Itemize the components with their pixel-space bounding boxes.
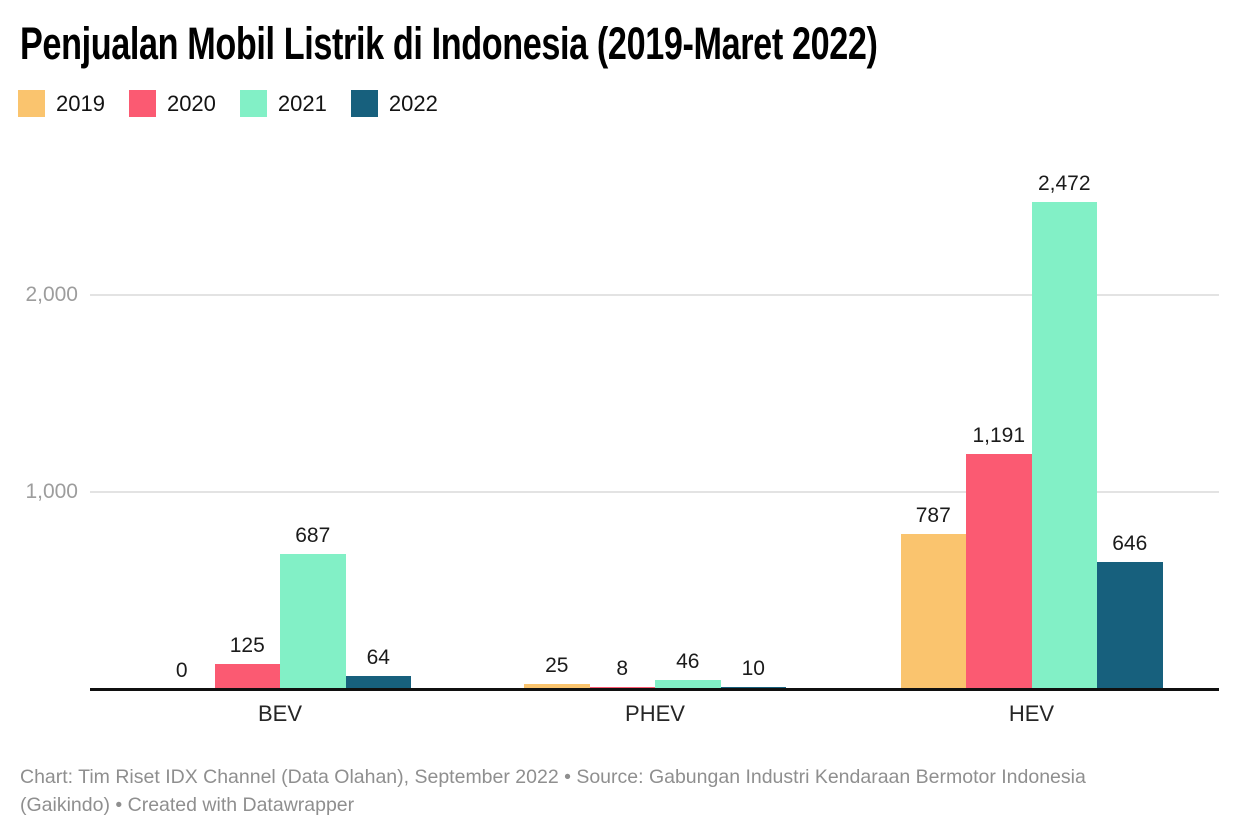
legend-label: 2020 [166, 90, 216, 116]
value-label-HEV-2021: 2,472 [1037, 172, 1091, 195]
footer-credit: (Gaikindo) • Created with Datawrapper [20, 793, 355, 816]
value-label-BEV-2020: 125 [229, 634, 265, 657]
value-label-PHEV-2020: 8 [616, 657, 629, 680]
legend-item-2021: 2021 [239, 90, 327, 117]
value-label-HEV-2020: 1,191 [972, 424, 1026, 447]
legend-label: 2021 [277, 90, 327, 116]
gridline-2000 [90, 294, 1219, 296]
bar-PHEV-2019[interactable] [524, 684, 590, 689]
footer-attribution: Chart: Tim Riset IDX Channel (Data Olaha… [20, 766, 1086, 788]
category-label-BEV: BEV [257, 701, 303, 726]
value-label-PHEV-2021: 46 [676, 650, 700, 673]
y-tick-label: 1,000 [25, 480, 78, 503]
legend-label: 2022 [388, 90, 438, 116]
legend-swatch-2021 [239, 90, 267, 117]
bar-PHEV-2021[interactable] [655, 680, 721, 689]
chart-footer: Chart: Tim Riset IDX Channel (Data Olaha… [20, 764, 1220, 819]
legend-item-2022: 2022 [350, 90, 438, 117]
bar-BEV-2021[interactable] [280, 554, 346, 689]
legend-swatch-2019 [18, 90, 45, 117]
value-label-BEV-2021: 687 [295, 524, 331, 547]
bar-HEV-2022[interactable] [1097, 562, 1163, 689]
bar-BEV-2022[interactable] [345, 676, 411, 689]
category-label-PHEV: PHEV [625, 701, 685, 726]
value-label-PHEV-2022: 10 [741, 657, 765, 680]
legend-item-2020: 2020 [128, 90, 216, 117]
bar-HEV-2019[interactable] [900, 534, 966, 689]
bar-BEV-2020[interactable] [214, 664, 280, 689]
legend-swatch-2020 [128, 90, 156, 117]
gridline-1000 [90, 491, 1219, 493]
legend-label: 2019 [56, 90, 105, 116]
value-label-BEV-2022: 64 [366, 646, 390, 669]
chart-title: Penjualan Mobil Listrik di Indonesia (20… [20, 18, 878, 69]
y-tick-label: 2,000 [25, 283, 78, 306]
legend: 2019 2020 2021 2022 [18, 90, 462, 117]
bar-HEV-2020[interactable] [966, 454, 1032, 689]
value-label-BEV-2019: 0 [175, 659, 188, 682]
legend-item-2019: 2019 [18, 90, 105, 117]
legend-swatch-2022 [350, 90, 378, 117]
value-label-HEV-2022: 646 [1112, 532, 1148, 555]
value-label-HEV-2019: 787 [915, 504, 951, 527]
value-label-PHEV-2019: 25 [545, 654, 569, 677]
x-axis-line [90, 688, 1219, 691]
category-label-HEV: HEV [1008, 701, 1055, 726]
bar-HEV-2021[interactable] [1031, 202, 1097, 689]
